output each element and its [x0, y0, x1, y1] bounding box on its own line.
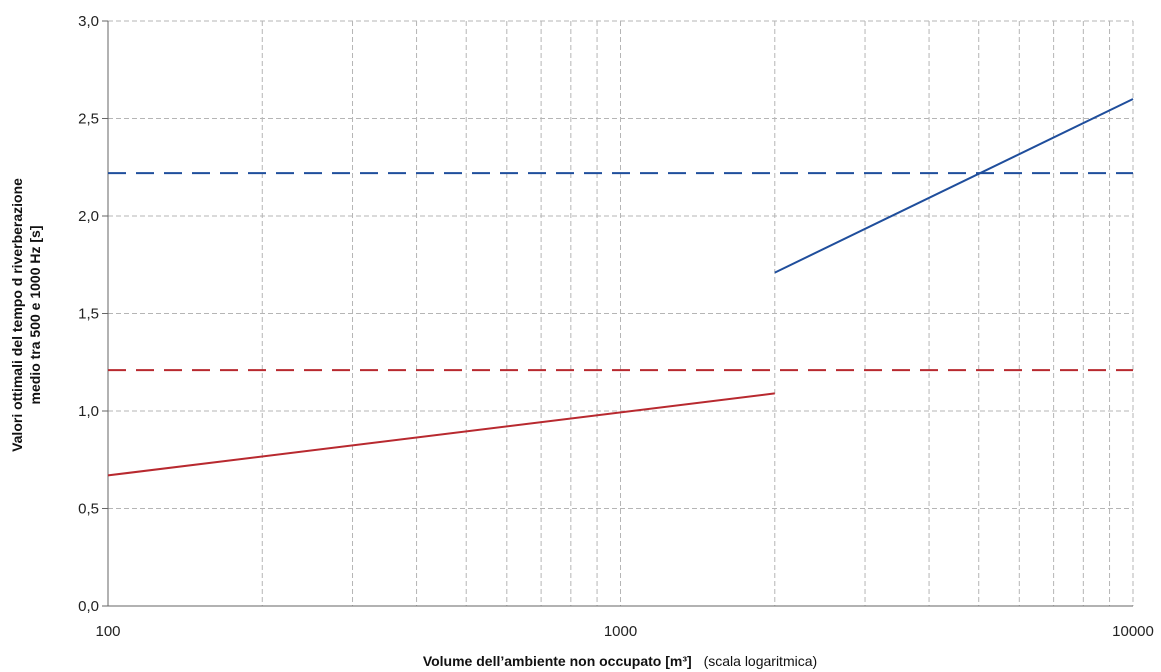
series-line-1 [107, 392, 775, 477]
y-tick-label: 3,0 [78, 13, 99, 30]
y-tick-label: 0,5 [78, 501, 99, 518]
y-tick-label: 2,5 [78, 111, 99, 128]
y-tick-label: 1,0 [78, 403, 99, 420]
series-lines [107, 98, 1134, 477]
axes [102, 20, 1133, 607]
x-tick-label: 10000 [1112, 623, 1154, 640]
y-tick-labels: 0,0 0,5 1,0 1,5 2,0 2,5 3,0 [78, 13, 99, 615]
x-tick-label: 1000 [604, 623, 637, 640]
x-tick-label: 100 [95, 623, 120, 640]
x-axis-title-note: (scala logaritmica) [704, 653, 818, 669]
series-line-3 [774, 98, 1134, 274]
y-tick-label: 0,0 [78, 598, 99, 615]
x-axis-title: Volume dell’ambiente non occupato [m³] (… [423, 653, 817, 669]
grid [108, 20, 1134, 606]
y-tick-label: 1,5 [78, 306, 99, 323]
y-axis-title-line1: Valori ottimali del tempo d riverberazio… [9, 178, 25, 452]
y-tick-label: 2,0 [78, 208, 99, 225]
y-axis-title-line2: medio tra 500 e 1000 Hz [s] [27, 226, 43, 405]
x-axis-title-main: Volume dell’ambiente non occupato [m³] [423, 653, 692, 669]
x-tick-labels: 100 1000 10000 [95, 623, 1153, 640]
